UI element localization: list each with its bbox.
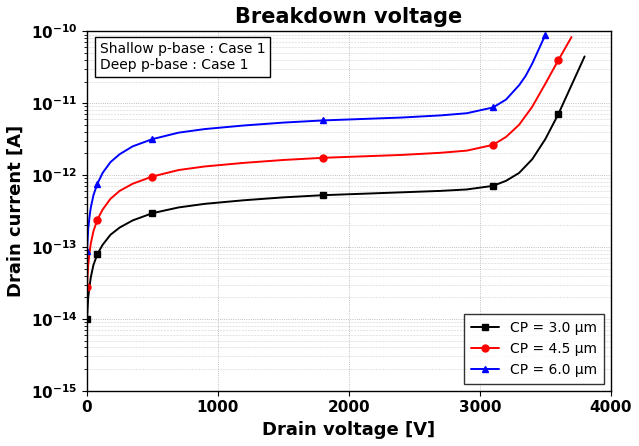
CP = 3.0 μm — [397, 190, 405, 195]
CP = 6.0 μm — [522, 73, 530, 78]
CP = 4.5 μm — [502, 134, 510, 140]
CP = 6.0 μm — [541, 32, 549, 37]
CP = 4.5 μm — [567, 34, 575, 40]
CP = 6.0 μm — [240, 123, 248, 128]
CP = 4.5 μm — [201, 164, 208, 169]
CP = 6.0 μm — [93, 181, 101, 186]
X-axis label: Drain voltage [V]: Drain voltage [V] — [262, 421, 435, 439]
CP = 4.5 μm — [93, 217, 101, 223]
CP = 6.0 μm — [397, 115, 405, 120]
CP = 3.0 μm — [528, 157, 536, 162]
CP = 3.0 μm — [463, 187, 470, 192]
CP = 6.0 μm — [84, 226, 92, 231]
CP = 3.0 μm — [93, 252, 101, 257]
CP = 6.0 μm — [528, 61, 536, 66]
CP = 6.0 μm — [358, 116, 366, 122]
CP = 6.0 μm — [83, 248, 91, 253]
CP = 6.0 μm — [86, 214, 93, 219]
CP = 4.5 μm — [107, 196, 114, 202]
CP = 6.0 μm — [279, 120, 287, 125]
Line: CP = 4.5 μm: CP = 4.5 μm — [84, 33, 575, 290]
CP = 3.0 μm — [502, 178, 510, 183]
CP = 3.0 μm — [319, 193, 327, 198]
CP = 3.0 μm — [555, 112, 562, 117]
CP = 3.0 μm — [174, 205, 182, 210]
CP = 3.0 μm — [515, 170, 523, 176]
CP = 6.0 μm — [489, 105, 497, 110]
CP = 6.0 μm — [99, 170, 107, 176]
CP = 3.0 μm — [83, 316, 91, 322]
CP = 3.0 μm — [99, 242, 107, 248]
CP = 6.0 μm — [436, 113, 444, 118]
Line: CP = 3.0 μm: CP = 3.0 μm — [84, 53, 588, 322]
CP = 6.0 μm — [174, 130, 182, 135]
CP = 3.0 μm — [84, 295, 92, 300]
CP = 3.0 μm — [148, 211, 156, 216]
CP = 4.5 μm — [86, 250, 93, 256]
CP = 4.5 μm — [489, 142, 497, 148]
CP = 3.0 μm — [436, 188, 444, 194]
CP = 6.0 μm — [515, 83, 523, 88]
CP = 6.0 μm — [116, 152, 123, 157]
CP = 4.5 μm — [358, 154, 366, 159]
CP = 4.5 μm — [84, 262, 92, 268]
CP = 4.5 μm — [397, 152, 405, 157]
CP = 4.5 μm — [174, 167, 182, 173]
CP = 4.5 μm — [319, 155, 327, 161]
Title: Breakdown voltage: Breakdown voltage — [235, 7, 463, 27]
CP = 4.5 μm — [129, 181, 137, 186]
Legend: CP = 3.0 μm, CP = 4.5 μm, CP = 6.0 μm: CP = 3.0 μm, CP = 4.5 μm, CP = 6.0 μm — [464, 314, 604, 384]
CP = 3.0 μm — [87, 274, 95, 280]
CP = 3.0 μm — [279, 195, 287, 200]
CP = 6.0 μm — [319, 118, 327, 123]
CP = 6.0 μm — [201, 126, 208, 132]
CP = 6.0 μm — [463, 111, 470, 116]
CP = 6.0 μm — [502, 97, 510, 102]
CP = 3.0 μm — [358, 191, 366, 196]
CP = 6.0 μm — [129, 144, 137, 149]
CP = 6.0 μm — [89, 193, 97, 198]
CP = 4.5 μm — [528, 104, 536, 109]
CP = 3.0 μm — [240, 198, 248, 203]
CP = 4.5 μm — [515, 122, 523, 128]
CP = 3.0 μm — [201, 201, 208, 206]
CP = 4.5 μm — [116, 188, 123, 194]
CP = 4.5 μm — [279, 157, 287, 163]
CP = 4.5 μm — [541, 81, 549, 87]
CP = 3.0 μm — [129, 218, 137, 223]
Text: Shallow p-base : Case 1
Deep p-base : Case 1: Shallow p-base : Case 1 Deep p-base : Ca… — [100, 42, 266, 72]
CP = 3.0 μm — [541, 136, 549, 142]
CP = 4.5 μm — [436, 150, 444, 156]
CP = 4.5 μm — [99, 207, 107, 212]
CP = 4.5 μm — [555, 58, 562, 63]
CP = 3.0 μm — [116, 225, 123, 230]
CP = 4.5 μm — [87, 241, 95, 246]
CP = 3.0 μm — [581, 54, 589, 59]
Line: CP = 6.0 μm: CP = 6.0 μm — [84, 31, 549, 254]
CP = 4.5 μm — [463, 148, 470, 153]
CP = 3.0 μm — [489, 183, 497, 189]
CP = 6.0 μm — [107, 160, 114, 165]
CP = 3.0 μm — [107, 232, 114, 237]
Y-axis label: Drain current [A]: Drain current [A] — [7, 125, 25, 297]
CP = 6.0 μm — [148, 136, 156, 142]
CP = 3.0 μm — [89, 262, 97, 268]
CP = 6.0 μm — [87, 205, 95, 210]
CP = 3.0 μm — [86, 284, 93, 289]
CP = 4.5 μm — [89, 228, 97, 234]
CP = 3.0 μm — [567, 83, 575, 88]
CP = 4.5 μm — [83, 284, 91, 289]
CP = 4.5 μm — [240, 160, 248, 165]
CP = 4.5 μm — [148, 174, 156, 179]
